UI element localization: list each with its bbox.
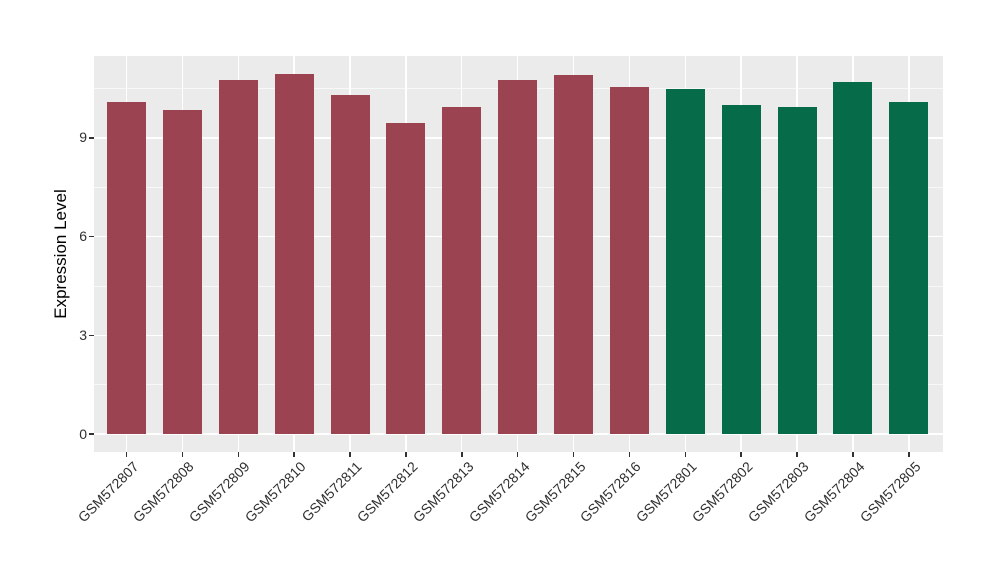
y-tick-mark bbox=[89, 137, 94, 139]
bar-GSM572805 bbox=[889, 101, 929, 434]
x-tick-mark bbox=[852, 452, 854, 457]
x-tick-mark bbox=[796, 452, 798, 457]
x-tick-mark bbox=[572, 452, 575, 457]
x-tick-mark bbox=[125, 452, 128, 457]
major-gridline bbox=[94, 433, 943, 435]
x-tick-mark bbox=[237, 452, 239, 457]
bar-GSM572810 bbox=[274, 73, 314, 434]
x-tick-mark bbox=[349, 452, 351, 457]
bar-GSM572803 bbox=[777, 106, 817, 434]
bar-GSM572815 bbox=[554, 75, 594, 434]
x-tick-mark bbox=[628, 452, 631, 457]
bar-GSM572811 bbox=[330, 95, 370, 434]
bar-GSM572813 bbox=[442, 106, 482, 434]
x-tick-mark bbox=[405, 452, 407, 457]
bar-GSM572808 bbox=[162, 109, 202, 434]
x-tick-mark bbox=[684, 452, 687, 457]
bar-GSM572802 bbox=[721, 105, 761, 434]
x-tick-mark bbox=[293, 452, 295, 457]
x-tick-mark bbox=[461, 452, 463, 457]
y-tick-label: 9 bbox=[79, 129, 87, 146]
bar-GSM572801 bbox=[665, 88, 705, 434]
bar-GSM572816 bbox=[609, 86, 649, 434]
y-tick-mark bbox=[89, 235, 94, 238]
y-tick-label: 3 bbox=[79, 326, 87, 343]
x-tick-mark bbox=[516, 452, 519, 457]
y-tick-label: 0 bbox=[79, 425, 87, 442]
y-tick-mark bbox=[89, 334, 94, 337]
plot-panel bbox=[94, 56, 943, 452]
bar-GSM572804 bbox=[833, 81, 873, 434]
y-axis-title: Expression Level bbox=[51, 189, 70, 319]
x-tick-mark bbox=[740, 452, 742, 457]
x-tick-label-GSM572807: GSM572807 bbox=[74, 458, 142, 526]
bar-GSM572814 bbox=[498, 80, 538, 434]
y-tick-mark bbox=[89, 433, 94, 435]
bar-GSM572807 bbox=[107, 101, 146, 434]
bar-GSM572812 bbox=[386, 123, 426, 434]
x-tick-mark bbox=[908, 452, 910, 457]
bar-GSM572809 bbox=[218, 80, 258, 434]
y-tick-label: 6 bbox=[79, 228, 87, 245]
x-tick-mark bbox=[181, 452, 184, 457]
